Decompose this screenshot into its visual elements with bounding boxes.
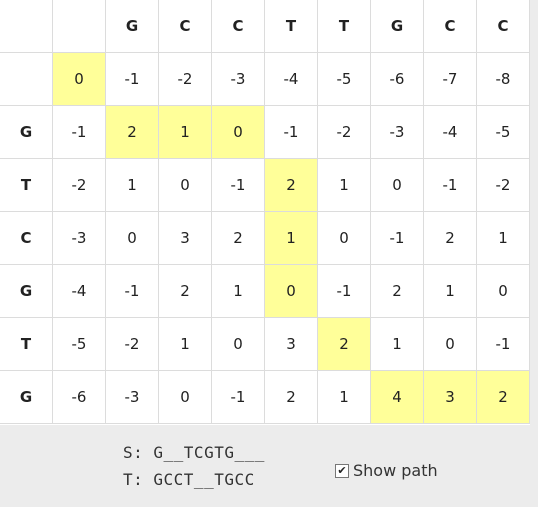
score-cell[interactable]: -2 — [52, 158, 106, 212]
score-cell[interactable]: 2 — [264, 370, 318, 424]
matrix-row: C -3 0 3 2 1 0 -1 2 1 — [0, 211, 530, 265]
score-cell[interactable]: -3 — [211, 52, 265, 106]
score-cell[interactable]: -1 — [105, 52, 159, 106]
score-matrix: G C C T T G C C 0 -1 -2 -3 -4 -5 -6 -7 -8 G -1 2 1 0 -1 -2 -3 -4-… — [0, 0, 530, 424]
row-base-label: T — [0, 317, 53, 371]
score-cell[interactable]: -5 — [476, 105, 530, 159]
corner-cell — [52, 0, 106, 53]
column-base-label: C — [211, 0, 265, 53]
alignment-s-line: S: G__TCGTG___ — [123, 443, 265, 462]
score-cell[interactable]: 0 — [52, 52, 106, 106]
score-cell[interactable]: -4 — [423, 105, 477, 159]
column-base-label: G — [370, 0, 424, 53]
score-cell[interactable]: 0 — [370, 158, 424, 212]
score-cell[interactable]: 1 — [264, 211, 318, 265]
score-cell[interactable]: -2 — [476, 158, 530, 212]
corner-cell — [0, 0, 53, 53]
column-base-label: C — [476, 0, 530, 53]
score-cell[interactable]: 2 — [158, 264, 212, 318]
score-cell[interactable]: 2 — [317, 317, 371, 371]
score-cell[interactable]: 2 — [476, 370, 530, 424]
score-cell[interactable]: -1 — [476, 317, 530, 371]
score-cell[interactable]: 3 — [158, 211, 212, 265]
score-cell[interactable]: 4 — [370, 370, 424, 424]
score-cell[interactable]: -1 — [370, 211, 424, 265]
score-cell[interactable]: -4 — [264, 52, 318, 106]
score-matrix-panel: G C C T T G C C 0 -1 -2 -3 -4 -5 -6 -7 -8 G -1 2 1 0 -1 -2 -3 -4-… — [0, 0, 530, 425]
score-cell[interactable]: 3 — [264, 317, 318, 371]
score-cell[interactable]: -1 — [264, 105, 318, 159]
score-cell[interactable]: 3 — [423, 370, 477, 424]
score-cell[interactable]: 0 — [105, 211, 159, 265]
alignment-t-line: T: GCCT__TGCC — [123, 470, 255, 489]
matrix-row: T -5 -2 1 0 3 2 1 0 -1 — [0, 317, 530, 371]
score-cell[interactable]: -2 — [105, 317, 159, 371]
score-cell[interactable]: 2 — [105, 105, 159, 159]
matrix-row: T -2 1 0 -1 2 1 0 -1 -2 — [0, 158, 530, 212]
score-cell[interactable]: 0 — [476, 264, 530, 318]
row-base-label: T — [0, 158, 53, 212]
score-cell[interactable]: -3 — [370, 105, 424, 159]
score-cell[interactable]: 0 — [423, 317, 477, 371]
row-base-label: G — [0, 105, 53, 159]
score-cell[interactable]: -5 — [52, 317, 106, 371]
alignment-display: S: G__TCGTG___ T: GCCT__TGCC — [123, 439, 265, 493]
score-cell[interactable]: 2 — [264, 158, 318, 212]
score-cell[interactable]: 0 — [317, 211, 371, 265]
row-base-label: G — [0, 370, 53, 424]
column-base-label: G — [105, 0, 159, 53]
matrix-row: 0 -1 -2 -3 -4 -5 -6 -7 -8 — [0, 52, 530, 106]
score-cell[interactable]: 1 — [158, 317, 212, 371]
score-cell[interactable]: -6 — [52, 370, 106, 424]
matrix-row: G -6 -3 0 -1 2 1 4 3 2 — [0, 370, 530, 424]
score-cell[interactable]: 0 — [158, 370, 212, 424]
score-cell[interactable]: 1 — [158, 105, 212, 159]
score-cell[interactable]: -4 — [52, 264, 106, 318]
score-cell[interactable]: 0 — [158, 158, 212, 212]
score-cell[interactable]: 0 — [211, 317, 265, 371]
score-cell[interactable]: 2 — [211, 211, 265, 265]
score-cell[interactable]: 1 — [476, 211, 530, 265]
score-cell[interactable]: -8 — [476, 52, 530, 106]
row-base-label: C — [0, 211, 53, 265]
score-cell[interactable]: -3 — [105, 370, 159, 424]
show-path-label: Show path — [353, 461, 438, 480]
column-base-label: C — [423, 0, 477, 53]
score-cell[interactable]: -1 — [211, 370, 265, 424]
score-cell[interactable]: 1 — [317, 158, 371, 212]
score-cell[interactable]: 1 — [211, 264, 265, 318]
score-cell[interactable]: 0 — [211, 105, 265, 159]
score-cell[interactable]: -2 — [158, 52, 212, 106]
score-cell[interactable]: 1 — [370, 317, 424, 371]
score-cell[interactable]: -2 — [317, 105, 371, 159]
matrix-row: G -1 2 1 0 -1 -2 -3 -4 -5 — [0, 105, 530, 159]
score-cell[interactable]: -1 — [105, 264, 159, 318]
row-base-label — [0, 52, 53, 106]
score-cell[interactable]: -5 — [317, 52, 371, 106]
row-base-label: G — [0, 264, 53, 318]
score-cell[interactable]: 1 — [105, 158, 159, 212]
score-cell[interactable]: 1 — [423, 264, 477, 318]
score-cell[interactable]: 2 — [423, 211, 477, 265]
score-cell[interactable]: -3 — [52, 211, 106, 265]
matrix-row: G -4 -1 2 1 0 -1 2 1 0 — [0, 264, 530, 318]
score-cell[interactable]: -1 — [423, 158, 477, 212]
score-cell[interactable]: -1 — [211, 158, 265, 212]
score-cell[interactable]: 1 — [317, 370, 371, 424]
show-path-toggle[interactable]: ✔ Show path — [335, 461, 438, 480]
show-path-checkbox[interactable]: ✔ — [335, 463, 349, 478]
score-cell[interactable]: -1 — [52, 105, 106, 159]
score-cell[interactable]: -7 — [423, 52, 477, 106]
score-cell[interactable]: 2 — [370, 264, 424, 318]
column-base-label: C — [158, 0, 212, 53]
column-base-label: T — [264, 0, 318, 53]
score-cell[interactable]: -1 — [317, 264, 371, 318]
score-cell[interactable]: 0 — [264, 264, 318, 318]
score-cell[interactable]: -6 — [370, 52, 424, 106]
column-base-label: T — [317, 0, 371, 53]
